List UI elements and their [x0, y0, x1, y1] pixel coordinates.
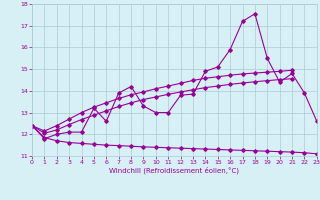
X-axis label: Windchill (Refroidissement éolien,°C): Windchill (Refroidissement éolien,°C) — [109, 167, 239, 174]
